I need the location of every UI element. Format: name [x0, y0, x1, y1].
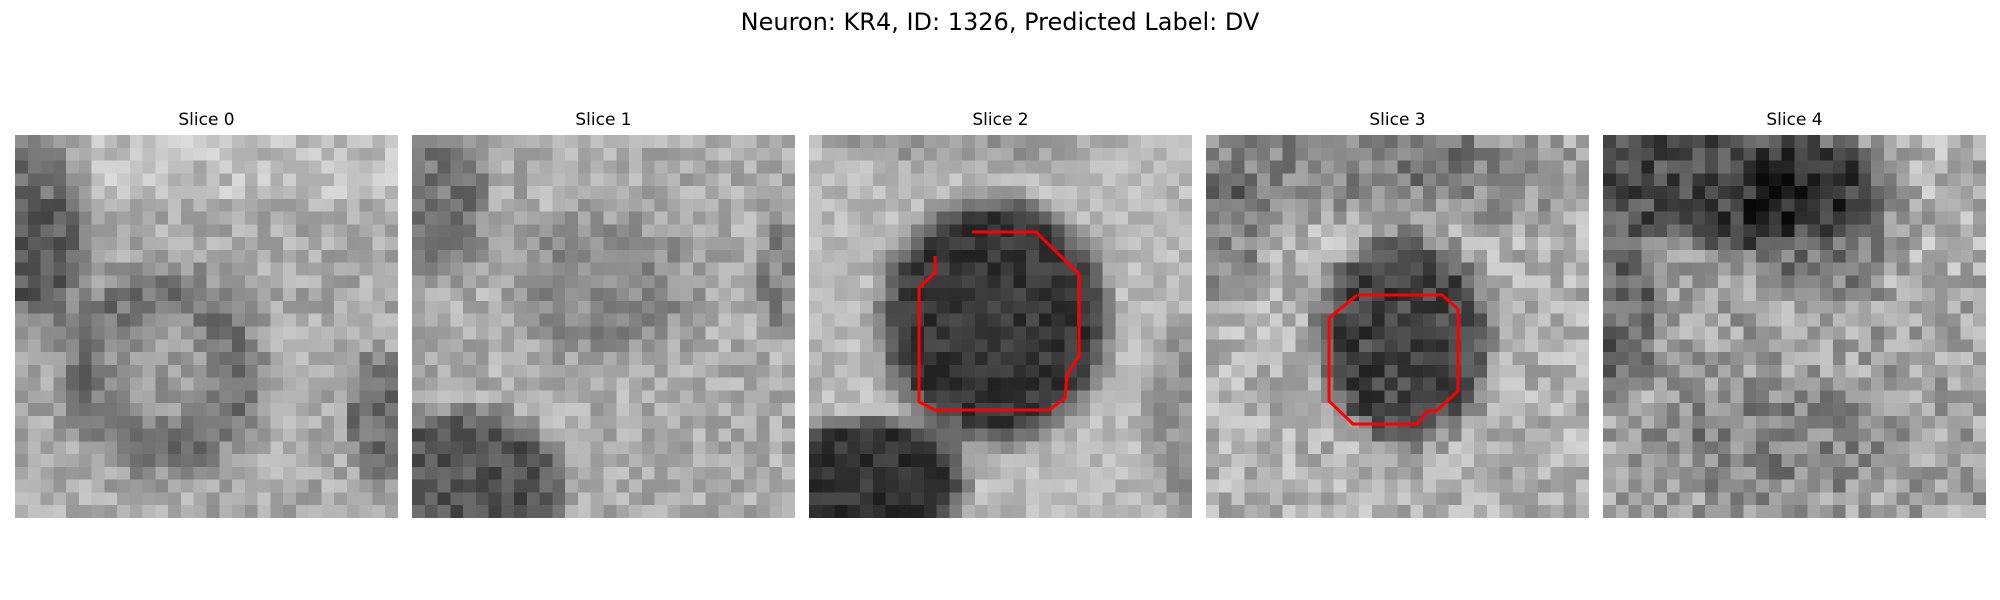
slice-image-1 — [412, 135, 795, 518]
slice-image-3 — [1206, 135, 1589, 518]
slice-panel-1: Slice 1 — [412, 108, 795, 518]
figure-title: Neuron: KR4, ID: 1326, Predicted Label: … — [740, 8, 1260, 36]
slice-panel-4: Slice 4 — [1603, 108, 1986, 518]
slice-image-0 — [15, 135, 398, 518]
slice-title-3: Slice 3 — [1369, 110, 1426, 130]
slice-image-2 — [809, 135, 1192, 518]
slice-title-0: Slice 0 — [178, 110, 235, 130]
slice-title-1: Slice 1 — [575, 110, 632, 130]
slice-panel-3: Slice 3 — [1206, 108, 1589, 518]
slice-title-4: Slice 4 — [1766, 110, 1823, 130]
slice-panel-2: Slice 2 — [809, 108, 1192, 518]
slice-title-2: Slice 2 — [972, 110, 1029, 130]
slice-panel-0: Slice 0 — [15, 108, 398, 518]
slice-image-4 — [1603, 135, 1986, 518]
